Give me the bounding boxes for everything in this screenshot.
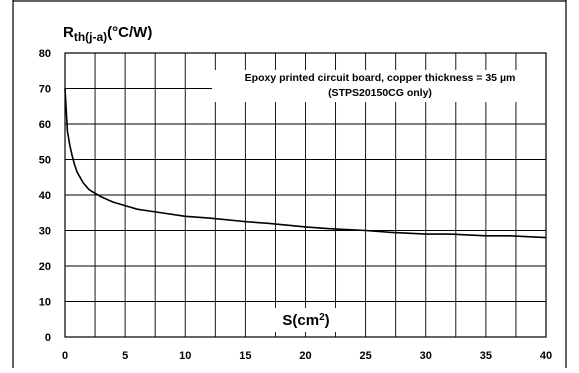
x-tick-label: 20 — [299, 350, 311, 362]
y-tick-label: 30 — [39, 226, 51, 238]
x-tick-label: 0 — [62, 350, 68, 362]
y-tick-label: 80 — [39, 48, 51, 60]
x-tick-label: 10 — [179, 350, 191, 362]
curves — [64, 88, 547, 239]
y-tick-label: 40 — [39, 190, 51, 202]
x-axis-label-superscript: 2 — [319, 312, 325, 323]
x-tick-label: 15 — [239, 350, 251, 362]
y-axis-label-unit: (°C/W) — [107, 24, 152, 41]
y-axis-label-main: R — [63, 24, 74, 41]
x-tick-label: 5 — [122, 350, 128, 362]
series-line-0 — [64, 88, 547, 239]
x-axis-label: S(cm2) — [282, 312, 329, 329]
x-tick-label: 35 — [480, 350, 492, 362]
y-tick-label: 70 — [39, 84, 51, 96]
x-tick-labels: 0 5 10 15 20 25 30 35 40 — [62, 350, 552, 362]
x-axis-label-background — [266, 308, 348, 332]
y-tick-label: 0 — [45, 332, 51, 344]
plot-area-border — [64, 52, 547, 338]
x-axis-label-box: S(cm2) — [266, 308, 348, 332]
annotation-line-2: (STPS20150CG only) — [328, 87, 432, 99]
x-axis-label-close: ) — [325, 312, 330, 329]
x-axis-label-main: S(cm — [282, 312, 319, 329]
x-tick-label: 25 — [360, 350, 372, 362]
x-tick-label: 40 — [540, 350, 552, 362]
y-axis-label: Rth(j-a)(°C/W) — [63, 24, 152, 44]
annotation-line-1: Epoxy printed circuit board, copper thic… — [245, 72, 516, 84]
y-tick-label: 50 — [39, 155, 51, 167]
y-axis-label-subscript: th(j-a) — [74, 30, 107, 44]
plot-frame — [64, 52, 547, 338]
annotation-background — [212, 70, 548, 102]
annotation-box: Epoxy printed circuit board, copper thic… — [212, 70, 548, 102]
x-tick-label: 30 — [420, 350, 432, 362]
y-tick-label: 20 — [39, 261, 51, 273]
y-tick-labels: 0 10 20 30 40 50 60 70 80 — [39, 48, 51, 344]
y-tick-label: 10 — [39, 297, 51, 309]
y-tick-label: 60 — [39, 119, 51, 131]
